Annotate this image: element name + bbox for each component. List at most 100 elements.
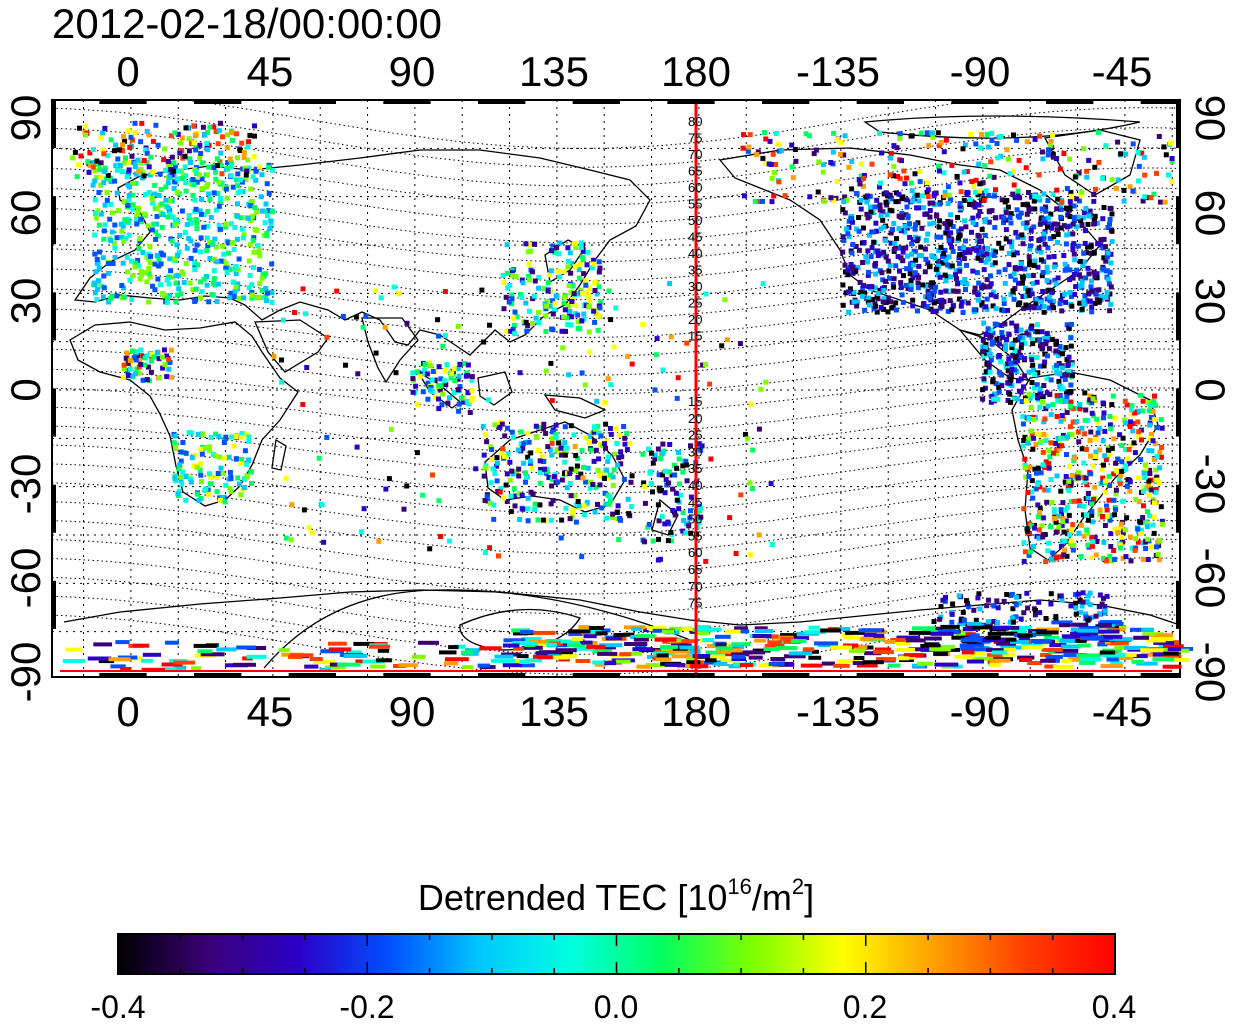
tec-pixel: [222, 499, 228, 505]
tec-pixel: [150, 169, 156, 175]
tec-pixel: [1113, 460, 1119, 466]
tec-pixel: [1140, 398, 1146, 404]
tec-pixel: [216, 223, 222, 229]
tec-pixel: [1014, 137, 1019, 143]
tec-pixel: [588, 626, 605, 630]
tec-pixel: [1076, 498, 1082, 504]
tec-pixel: [429, 377, 435, 383]
border-strip-left: [52, 100, 56, 149]
tec-pixel: [573, 519, 579, 525]
tec-pixel: [578, 471, 584, 477]
tec-pixel: [1032, 258, 1038, 264]
tec-pixel: [1042, 487, 1048, 493]
tec-pixel: [172, 433, 178, 439]
tec-pixel: [227, 295, 233, 301]
tec-pixel: [186, 148, 192, 154]
tec-pixel: [1046, 221, 1052, 227]
tec-pixel: [1018, 345, 1024, 351]
tec-pixel: [629, 361, 635, 367]
tec-pixel: [221, 440, 227, 445]
tec-pixel: [1067, 424, 1073, 430]
tec-pixel: [548, 268, 554, 274]
tec-pixel: [1102, 489, 1108, 495]
tec-pixel: [239, 140, 245, 146]
tec-pixel: [1035, 630, 1059, 635]
tec-pixel: [1060, 432, 1066, 438]
tec-pixel: [510, 471, 516, 477]
tec-pixel: [501, 280, 507, 285]
tec-pixel: [524, 328, 530, 334]
tec-pixel: [126, 196, 132, 202]
tec-pixel: [1154, 425, 1160, 431]
tec-pixel: [152, 261, 158, 267]
tec-pixel: [925, 282, 931, 288]
tec-pixel: [532, 630, 556, 635]
tec-pixel: [1122, 527, 1128, 533]
tec-pixel: [610, 482, 616, 488]
tec-pixel: [888, 155, 894, 161]
tec-pixel: [857, 181, 863, 187]
tec-pixel: [1097, 603, 1102, 609]
tec-pixel: [438, 376, 444, 382]
tec-pixel: [1008, 360, 1014, 366]
tec-pixel: [127, 366, 133, 372]
tec-pixel: [105, 261, 111, 267]
tec-pixel: [511, 315, 517, 321]
tec-pixel: [108, 179, 114, 185]
tec-pixel: [1018, 210, 1024, 216]
meridian-lat-label: 35: [688, 461, 702, 476]
tec-pixel: [241, 155, 247, 160]
tec-pixel: [999, 322, 1005, 328]
tec-pixel: [858, 289, 864, 295]
tec-pixel: [1102, 523, 1108, 528]
tec-pixel: [1100, 438, 1106, 444]
tec-pixel: [178, 458, 184, 464]
tec-pixel: [266, 164, 271, 170]
tec-pixel: [179, 148, 185, 153]
tec-pixel: [919, 193, 925, 199]
tec-pixel: [985, 619, 991, 625]
tec-pixel: [1059, 511, 1064, 517]
tec-pixel: [228, 221, 234, 227]
tec-pixel: [237, 188, 243, 194]
tec-pixel: [763, 136, 769, 142]
tec-pixel: [1011, 132, 1016, 138]
tec-pixel: [442, 333, 448, 338]
tec-pixel: [477, 663, 491, 668]
tec-pixel: [1021, 610, 1027, 616]
tec-pixel: [981, 252, 986, 258]
tec-pixel: [1006, 374, 1012, 380]
tec-pixel: [955, 214, 961, 220]
tec-pixel: [1005, 204, 1011, 210]
tec-pixel: [845, 267, 851, 273]
tec-pixel: [667, 281, 673, 286]
tec-pixel: [174, 242, 180, 248]
tec-pixel: [249, 289, 255, 295]
tec-pixel: [619, 454, 625, 460]
tec-pixel: [967, 197, 973, 202]
tec-pixel: [803, 131, 809, 137]
border-strip-top: [951, 100, 999, 104]
tec-pixel: [1133, 496, 1139, 502]
tec-pixel: [1136, 499, 1142, 504]
tec-pixel: [562, 424, 568, 430]
tec-pixel: [544, 303, 549, 309]
tec-pixel: [1108, 260, 1114, 266]
tec-pixel: [1035, 465, 1041, 471]
tec-pixel: [130, 206, 136, 212]
tec-pixel: [874, 309, 880, 315]
tec-pixel: [641, 480, 647, 486]
tec-pixel: [545, 444, 551, 450]
tec-pixel: [1092, 454, 1098, 459]
tec-pixel: [943, 288, 949, 294]
tec-pixel: [1002, 280, 1008, 286]
tec-pixel: [597, 651, 618, 656]
tec-pixel: [596, 313, 602, 319]
tec-pixel: [179, 176, 185, 181]
tec-pixel: [597, 471, 603, 477]
tec-pixel: [615, 503, 621, 509]
tec-pixel: [1002, 199, 1008, 205]
tec-pixel: [1027, 259, 1033, 265]
tec-pixel: [748, 401, 754, 407]
tec-pixel: [1063, 474, 1069, 479]
